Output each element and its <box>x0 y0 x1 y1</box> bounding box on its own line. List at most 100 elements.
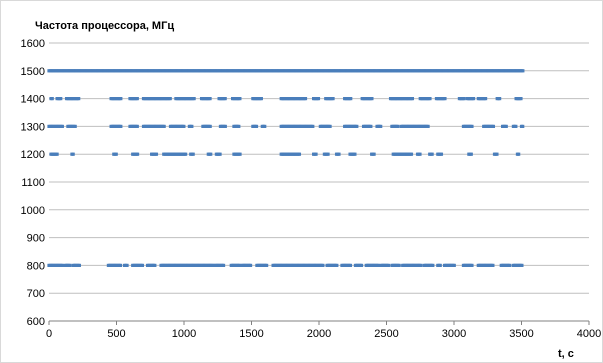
point-1300-52 <box>162 124 166 128</box>
point-1400-210 <box>519 97 523 101</box>
y-tick-label-1300: 1300 <box>21 121 45 133</box>
point-1300-186 <box>470 124 474 128</box>
point-1400-202 <box>483 97 488 101</box>
point-800-246 <box>438 263 442 267</box>
point-1200-89 <box>372 152 376 156</box>
x-tick-label-3500: 3500 <box>509 328 533 340</box>
point-1400-85 <box>223 97 227 101</box>
point-1200-5 <box>55 152 59 156</box>
point-1200-7 <box>71 152 75 156</box>
series-1300 <box>47 124 525 128</box>
point-1200-105 <box>409 152 414 156</box>
point-800-243 <box>431 263 435 267</box>
point-1300-34 <box>135 124 139 128</box>
point-800-188 <box>348 263 353 267</box>
point-800-235 <box>419 263 423 267</box>
point-1200-115 <box>439 152 444 156</box>
x-tick-label-2000: 2000 <box>307 328 331 340</box>
y-tick-label-800: 800 <box>27 260 45 272</box>
point-1300-64 <box>182 124 186 128</box>
point-800-22 <box>77 263 81 267</box>
point-1400-55 <box>168 97 172 101</box>
series-1500 <box>47 69 525 73</box>
data-points <box>47 69 525 267</box>
point-800-205 <box>376 263 380 267</box>
series-800 <box>47 263 524 267</box>
y-tick-label-1000: 1000 <box>21 205 45 217</box>
point-800-194 <box>359 263 364 267</box>
x-tick-label-3000: 3000 <box>442 328 466 340</box>
x-axis-title: t, c <box>558 348 574 360</box>
y-tick-label-1400: 1400 <box>21 94 45 106</box>
point-1400-167 <box>410 97 415 101</box>
point-800-52 <box>153 263 157 267</box>
point-1400-16 <box>77 97 81 101</box>
point-1200-86 <box>353 152 357 156</box>
point-800-263 <box>470 263 474 267</box>
y-tick-label-700: 700 <box>27 288 45 300</box>
point-1200-78 <box>326 152 330 156</box>
point-1300-79 <box>223 124 227 128</box>
point-1200-10 <box>114 152 118 156</box>
point-800-292 <box>520 263 524 267</box>
series-1400 <box>49 97 523 101</box>
point-1400-100 <box>259 97 263 101</box>
point-800-171 <box>321 263 325 267</box>
point-1200-39 <box>184 152 188 156</box>
y-axis-tick-labels: 600 700 800 900 1000 1100 1200 1300 1400 1500 1600 <box>21 38 45 328</box>
point-800-212 <box>386 263 390 267</box>
point-800-45 <box>140 263 145 267</box>
point-1400-5 <box>59 97 63 101</box>
point-1300-74 <box>208 124 212 128</box>
point-1300-195 <box>491 124 496 128</box>
x-tick-label-1000: 1000 <box>172 328 196 340</box>
y-tick-label-900: 900 <box>27 233 45 245</box>
x-axis-tick-labels: 0 500 1000 1500 2000 2500 3000 3500 4000 <box>46 321 601 340</box>
point-1300-84 <box>237 124 241 128</box>
point-1400-32 <box>135 97 139 101</box>
point-1400-176 <box>428 97 432 101</box>
x-tick-label-1500: 1500 <box>239 328 263 340</box>
point-800-276 <box>491 263 495 267</box>
point-800-16 <box>68 263 72 267</box>
point-1300-88 <box>254 124 259 128</box>
point-1500-390 <box>521 69 525 73</box>
point-800-36 <box>125 263 129 267</box>
point-1200-71 <box>297 152 302 156</box>
point-1200-15 <box>135 152 140 156</box>
point-1400-133 <box>331 97 335 101</box>
point-1300-199 <box>504 124 508 128</box>
point-1400-25 <box>119 97 123 101</box>
point-1400-189 <box>462 97 466 101</box>
point-1300-204 <box>521 124 525 128</box>
point-1300-138 <box>355 124 359 128</box>
point-800-104 <box>221 263 226 267</box>
y-tick-label-1600: 1600 <box>21 38 45 50</box>
x-tick-label-500: 500 <box>107 328 125 340</box>
point-1400-148 <box>370 97 374 101</box>
point-1300-145 <box>369 124 373 128</box>
point-800-11 <box>60 263 64 267</box>
point-800-255 <box>452 263 456 267</box>
x-tick-label-2500: 2500 <box>374 328 398 340</box>
point-1300-18 <box>73 124 77 128</box>
gridlines <box>49 42 589 322</box>
point-1400-121 <box>303 97 308 101</box>
point-1300-91 <box>263 124 267 128</box>
point-1400-205 <box>498 97 502 101</box>
y-tick-label-1200: 1200 <box>21 149 45 161</box>
x-tick-label-0: 0 <box>46 328 52 340</box>
point-1200-118 <box>469 152 473 156</box>
point-800-96 <box>211 263 215 267</box>
y-tick-label-1100: 1100 <box>21 177 45 189</box>
point-800-180 <box>335 263 339 267</box>
point-1300-11 <box>60 124 64 128</box>
point-1200-20 <box>154 152 159 156</box>
point-1400-139 <box>349 97 353 101</box>
y-tick-label-600: 600 <box>27 316 45 328</box>
point-1300-67 <box>190 124 194 128</box>
point-1400-79 <box>208 97 212 101</box>
point-1200-123 <box>517 152 521 156</box>
point-1400-71 <box>192 97 196 101</box>
